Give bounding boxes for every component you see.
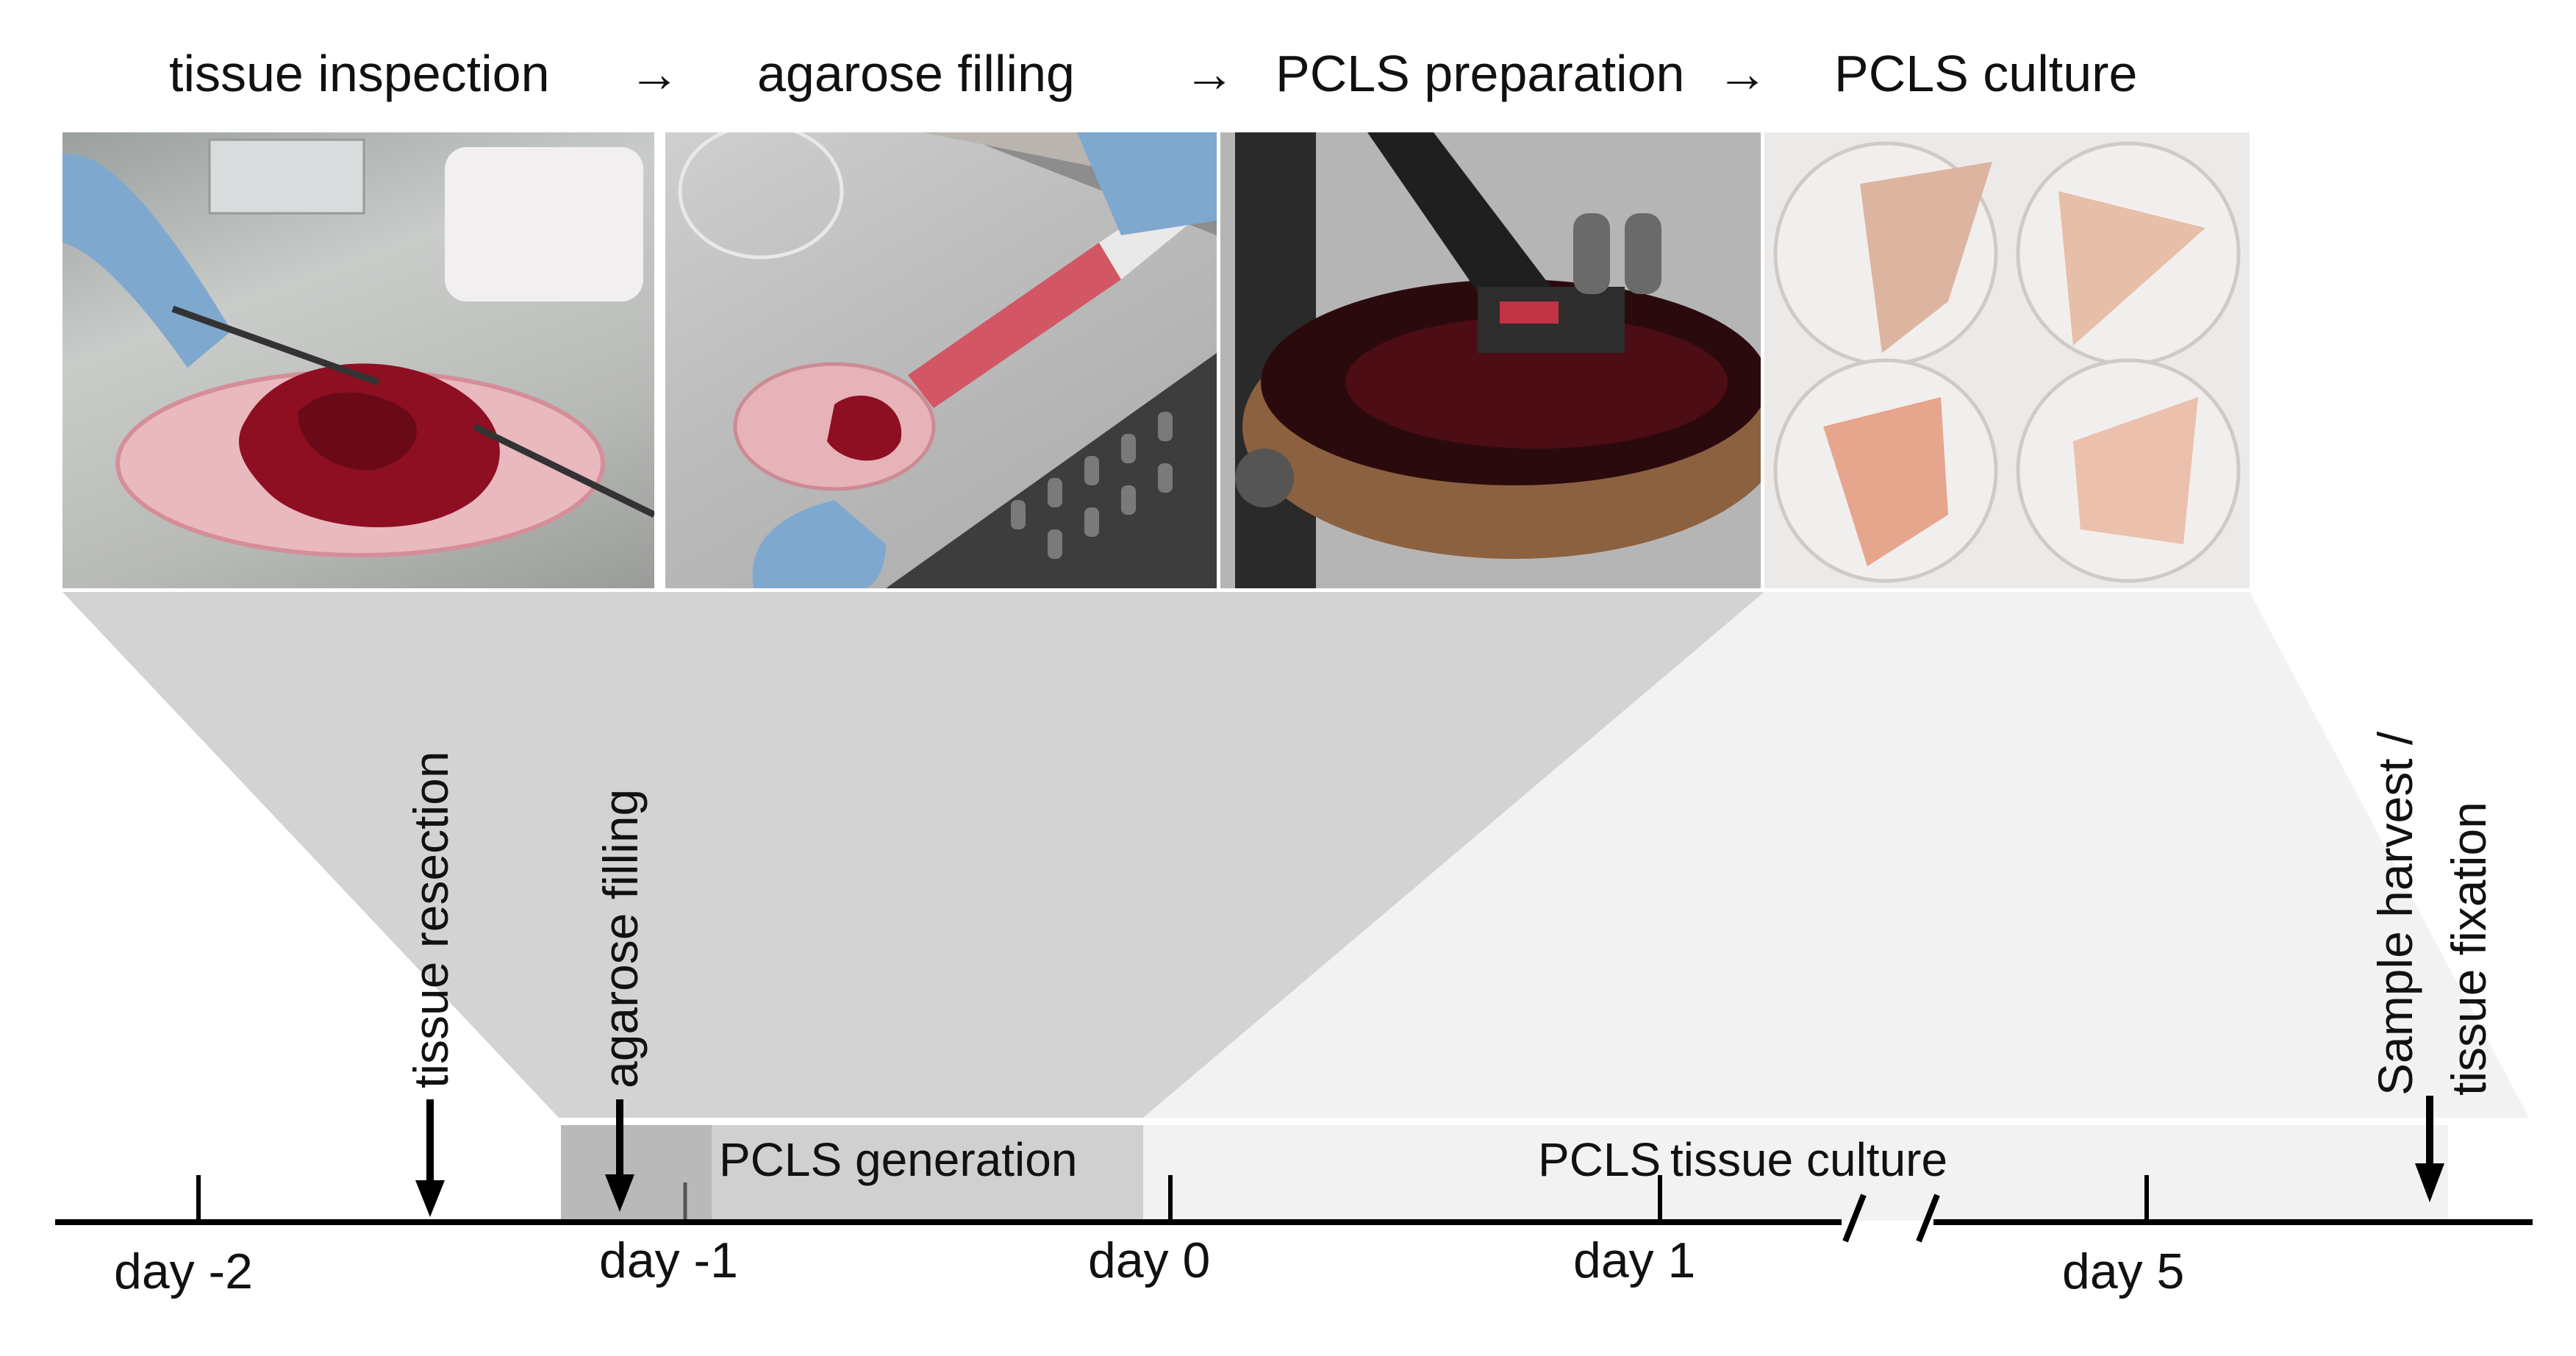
day-label-minus-1: day -1 xyxy=(599,1232,738,1288)
agarose-filling-segment xyxy=(561,1125,712,1221)
phase-label-tissue-culture: tissue culture xyxy=(1670,1133,1948,1186)
photo-illustration xyxy=(62,138,654,557)
photo-illustration xyxy=(1220,132,1761,588)
day-label-minus-2: day -2 xyxy=(114,1243,253,1299)
axis-break-left xyxy=(1842,1193,1867,1243)
petri-dish-with-lung-tissue-photo xyxy=(62,132,654,588)
arrow-tissue-resection xyxy=(415,1099,445,1217)
generation-funnel xyxy=(62,592,1764,1118)
step-arrow-icon: → xyxy=(1184,45,1235,102)
step-label-tissue-inspection: tissue inspection xyxy=(169,45,550,102)
step-arrow-icon: → xyxy=(629,45,680,102)
event-label-tissue-resection: tissue resection xyxy=(404,751,458,1088)
step-label-pcls-preparation: PCLS preparation xyxy=(1276,45,1685,102)
event-label-sample-harvest: Sample harvest / xyxy=(2368,731,2422,1096)
photo-illustration xyxy=(1773,141,2241,583)
cultured-pcls-dishes-photo xyxy=(1764,132,2250,588)
event-label-tissue-fixation: tissue fixation xyxy=(2441,802,2496,1096)
tissue-culture-bar xyxy=(1143,1125,2448,1221)
event-label-agarose-filling: agarose filling xyxy=(593,788,648,1088)
day-label-0: day 0 xyxy=(1088,1232,1211,1288)
day-label-1: day 1 xyxy=(1573,1232,1696,1288)
day-label-5: day 5 xyxy=(2062,1243,2185,1299)
culture-funnel xyxy=(1143,592,2529,1118)
arrow-sample-harvest xyxy=(2415,1096,2444,1202)
syringe-agarose-filling-photo xyxy=(665,132,1217,588)
step-label-pcls-culture: PCLS culture xyxy=(1834,45,2138,102)
axis-break-right xyxy=(1916,1193,1940,1243)
step-arrow-icon: → xyxy=(1717,45,1768,102)
photo-illustration xyxy=(678,132,1217,588)
phase-label-pcls: PCLS xyxy=(1538,1133,1661,1186)
step-label-agarose-filling: agarose filling xyxy=(757,45,1075,102)
arrow-agarose-filling xyxy=(605,1099,634,1212)
phase-label-pcls-generation: PCLS generation xyxy=(719,1133,1078,1186)
vibratome-slicer-photo xyxy=(1220,132,1761,588)
